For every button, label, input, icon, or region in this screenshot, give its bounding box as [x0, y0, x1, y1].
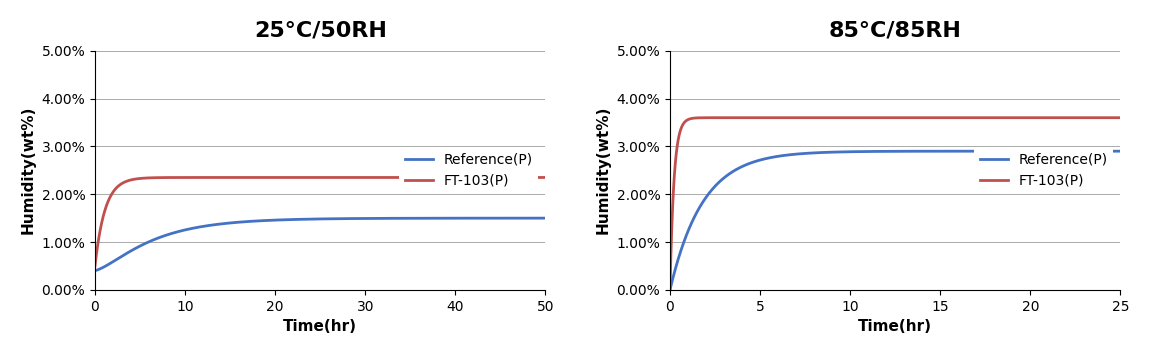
Reference(P) — [1022, 149, 1036, 153]
Line: Reference(P): Reference(P) — [670, 151, 1120, 290]
X-axis label: Time(hr): Time(hr) — [858, 319, 933, 334]
Y-axis label: Humidity(wt%): Humidity(wt%) — [596, 106, 611, 235]
Reference(P) — [398, 216, 412, 220]
FT-103(P) — [270, 175, 284, 180]
FT-103(P) — [447, 175, 461, 180]
FT-103(P) — [845, 116, 859, 120]
Line: FT-103(P): FT-103(P) — [95, 178, 545, 266]
Reference(P) — [861, 149, 875, 154]
FT-103(P) — [135, 176, 148, 180]
FT-103(P) — [286, 175, 300, 180]
Title: 25°C/50RH: 25°C/50RH — [254, 21, 386, 41]
Reference(P) — [664, 288, 677, 292]
FT-103(P) — [1022, 116, 1036, 120]
Line: Reference(P): Reference(P) — [95, 218, 545, 271]
Y-axis label: Humidity(wt%): Humidity(wt%) — [21, 106, 36, 235]
FT-103(P) — [813, 116, 827, 120]
Title: 85°C/85RH: 85°C/85RH — [829, 21, 961, 41]
FT-103(P) — [538, 175, 552, 180]
FT-103(P) — [439, 175, 453, 180]
Reference(P) — [1014, 149, 1028, 153]
FT-103(P) — [398, 175, 412, 180]
FT-103(P) — [462, 175, 476, 180]
Legend: Reference(P), FT-103(P): Reference(P), FT-103(P) — [974, 147, 1113, 193]
Line: FT-103(P): FT-103(P) — [670, 118, 1120, 290]
Reference(P) — [973, 149, 987, 153]
Reference(P) — [286, 217, 300, 222]
Reference(P) — [270, 218, 284, 222]
Legend: Reference(P), FT-103(P): Reference(P), FT-103(P) — [399, 147, 538, 193]
FT-103(P) — [664, 288, 677, 292]
FT-103(P) — [710, 116, 723, 120]
Reference(P) — [89, 269, 102, 273]
Reference(P) — [845, 149, 859, 154]
Reference(P) — [135, 244, 148, 248]
Reference(P) — [439, 216, 453, 220]
FT-103(P) — [1014, 116, 1028, 120]
FT-103(P) — [1113, 116, 1127, 120]
Reference(P) — [447, 216, 461, 220]
X-axis label: Time(hr): Time(hr) — [283, 319, 358, 334]
Reference(P) — [710, 183, 723, 187]
Reference(P) — [1113, 149, 1127, 153]
FT-103(P) — [973, 116, 987, 120]
Reference(P) — [538, 216, 552, 220]
FT-103(P) — [861, 116, 875, 120]
FT-103(P) — [89, 264, 102, 268]
